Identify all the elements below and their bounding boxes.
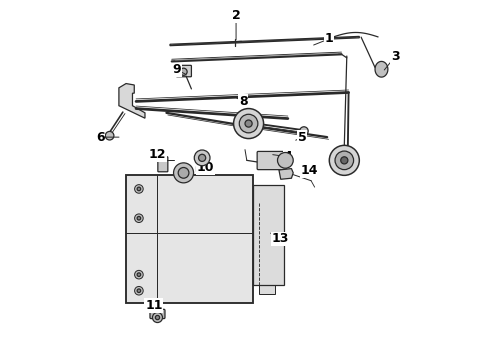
Circle shape: [135, 185, 143, 193]
Text: 8: 8: [239, 95, 247, 108]
Circle shape: [135, 214, 143, 222]
Circle shape: [329, 145, 359, 175]
Text: 11: 11: [145, 299, 163, 312]
Polygon shape: [279, 168, 293, 179]
Text: 2: 2: [232, 9, 241, 22]
Text: 13: 13: [272, 233, 290, 246]
Circle shape: [277, 153, 293, 168]
Text: 5: 5: [298, 131, 307, 144]
Circle shape: [137, 273, 141, 276]
Circle shape: [135, 270, 143, 279]
Text: 7: 7: [346, 153, 355, 166]
Circle shape: [234, 109, 264, 139]
Text: 9: 9: [173, 63, 181, 76]
Circle shape: [152, 312, 163, 323]
Circle shape: [155, 315, 160, 320]
FancyBboxPatch shape: [257, 152, 287, 170]
Text: 3: 3: [391, 50, 399, 63]
Circle shape: [135, 287, 143, 295]
Polygon shape: [170, 36, 359, 46]
Circle shape: [105, 131, 114, 140]
Circle shape: [300, 127, 308, 135]
Circle shape: [194, 150, 210, 166]
Circle shape: [137, 289, 141, 293]
Text: 14: 14: [300, 164, 318, 177]
Circle shape: [341, 157, 348, 164]
FancyBboxPatch shape: [158, 157, 168, 172]
FancyBboxPatch shape: [253, 185, 284, 285]
FancyBboxPatch shape: [126, 175, 253, 303]
Polygon shape: [259, 285, 275, 294]
Text: 1: 1: [324, 32, 333, 45]
Circle shape: [335, 151, 354, 170]
Circle shape: [137, 187, 141, 191]
Text: 6: 6: [96, 131, 105, 144]
Text: 12: 12: [149, 148, 166, 161]
Circle shape: [180, 68, 187, 75]
FancyBboxPatch shape: [176, 65, 192, 77]
Circle shape: [173, 163, 194, 183]
Circle shape: [137, 216, 141, 220]
Circle shape: [198, 154, 206, 161]
Polygon shape: [119, 84, 145, 118]
Text: 10: 10: [197, 161, 215, 174]
Circle shape: [245, 120, 252, 127]
Text: 4: 4: [284, 150, 292, 163]
Circle shape: [178, 167, 189, 178]
Circle shape: [239, 114, 258, 133]
FancyBboxPatch shape: [150, 309, 165, 319]
Polygon shape: [375, 62, 388, 77]
